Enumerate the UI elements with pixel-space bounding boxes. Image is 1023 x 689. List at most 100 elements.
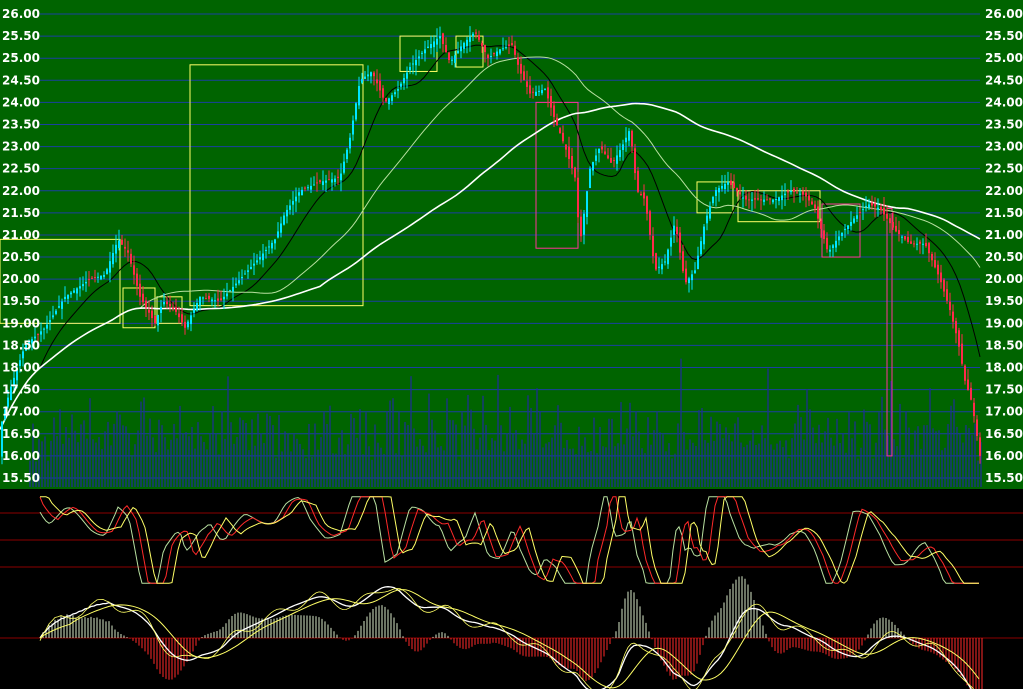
candle-body (433, 41, 435, 48)
y-tick-label-left: 22.00 (2, 184, 40, 198)
macd-panel (0, 576, 1023, 689)
candle-body (313, 184, 315, 186)
candle-body (520, 63, 522, 74)
candle-body (115, 244, 117, 254)
candle-body (22, 351, 24, 359)
candle-body (868, 204, 870, 208)
candle-body (289, 205, 291, 210)
candle-body (670, 237, 672, 247)
candle-body (799, 193, 801, 195)
candle-body (199, 296, 201, 306)
candle-body (553, 105, 555, 117)
y-tick-label-left: 24.50 (2, 73, 40, 87)
candle-body (217, 298, 219, 301)
candle-body (442, 33, 444, 45)
candle-body (169, 303, 171, 307)
candle-body (526, 81, 528, 87)
candle-body (409, 67, 411, 71)
candle-body (700, 241, 702, 255)
candle-body (886, 213, 888, 219)
candle-body (895, 225, 897, 232)
candle-body (352, 120, 354, 135)
candle-body (16, 368, 18, 381)
candle-body (424, 49, 426, 54)
y-tick-label-left: 19.00 (2, 316, 40, 330)
candle-body (340, 173, 342, 181)
candle-body (571, 155, 573, 169)
candle-body (460, 46, 462, 52)
candle-body (823, 230, 825, 240)
y-tick-label-left: 19.50 (2, 294, 40, 308)
candle-body (583, 213, 585, 235)
candle-body (475, 32, 477, 34)
candle-body (541, 90, 543, 94)
candle-body (778, 197, 780, 201)
candle-body (838, 236, 840, 241)
candle-body (625, 137, 627, 143)
moving-averages (0, 44, 981, 430)
candle-body (28, 341, 30, 344)
candle-body (574, 167, 576, 178)
candle-body (469, 36, 471, 42)
candle-body (796, 192, 798, 194)
candle-body (166, 301, 168, 305)
candle-body (790, 191, 792, 193)
candle-body (763, 199, 765, 202)
candle-body (196, 303, 198, 311)
candle-body (394, 92, 396, 95)
candle-body (1, 421, 3, 457)
candle-body (85, 281, 87, 284)
candle-body (913, 243, 915, 245)
candle-body (538, 90, 540, 92)
candle-body (637, 170, 639, 192)
candle-body (370, 72, 372, 77)
y-tick-label-right: 25.00 (985, 51, 1023, 65)
candle-body (295, 196, 297, 202)
candle-body (934, 260, 936, 268)
price-box (737, 190, 821, 223)
candle-body (280, 223, 282, 233)
candle-body (907, 236, 909, 243)
candle-body (646, 196, 648, 214)
candle-body (682, 251, 684, 272)
y-tick-label-right: 18.50 (985, 338, 1023, 352)
candle-body (727, 181, 729, 185)
candle-body (604, 151, 606, 154)
y-tick-label-left: 21.50 (2, 206, 40, 220)
candle-body (595, 155, 597, 161)
candle-body (862, 209, 864, 211)
candle-body (193, 309, 195, 313)
candle-body (373, 72, 375, 77)
candle-body (487, 54, 489, 59)
candle-body (532, 91, 534, 93)
candle-body (214, 300, 216, 302)
candle-body (916, 243, 918, 245)
candle-body (157, 315, 159, 326)
y-tick-label-left: 23.50 (2, 117, 40, 131)
candle-body (904, 236, 906, 240)
candle-body (679, 232, 681, 253)
y-tick-label-right: 19.00 (985, 316, 1023, 330)
y-tick-label-left: 17.50 (2, 383, 40, 397)
candle-body (334, 178, 336, 183)
y-tick-label-right: 25.50 (985, 29, 1023, 43)
candle-body (586, 191, 588, 217)
candle-body (298, 192, 300, 196)
candle-body (952, 311, 954, 322)
candle-body (25, 344, 27, 351)
candle-body (88, 278, 90, 280)
price-box (189, 64, 364, 307)
candle-body (142, 293, 144, 303)
candle-body (139, 283, 141, 297)
candle-body (529, 85, 531, 94)
candle-body (73, 290, 75, 293)
y-axis-left: 26.00 25.50 25.00 24.50 24.00 23.50 23.00 22.50… (2, 7, 40, 485)
candle-body (421, 52, 423, 54)
candle-body (889, 218, 891, 224)
candle-body (250, 266, 252, 270)
candle-body (403, 78, 405, 84)
candle-body (439, 36, 441, 39)
y-tick-label-left: 23.00 (2, 140, 40, 154)
candle-body (76, 288, 78, 294)
